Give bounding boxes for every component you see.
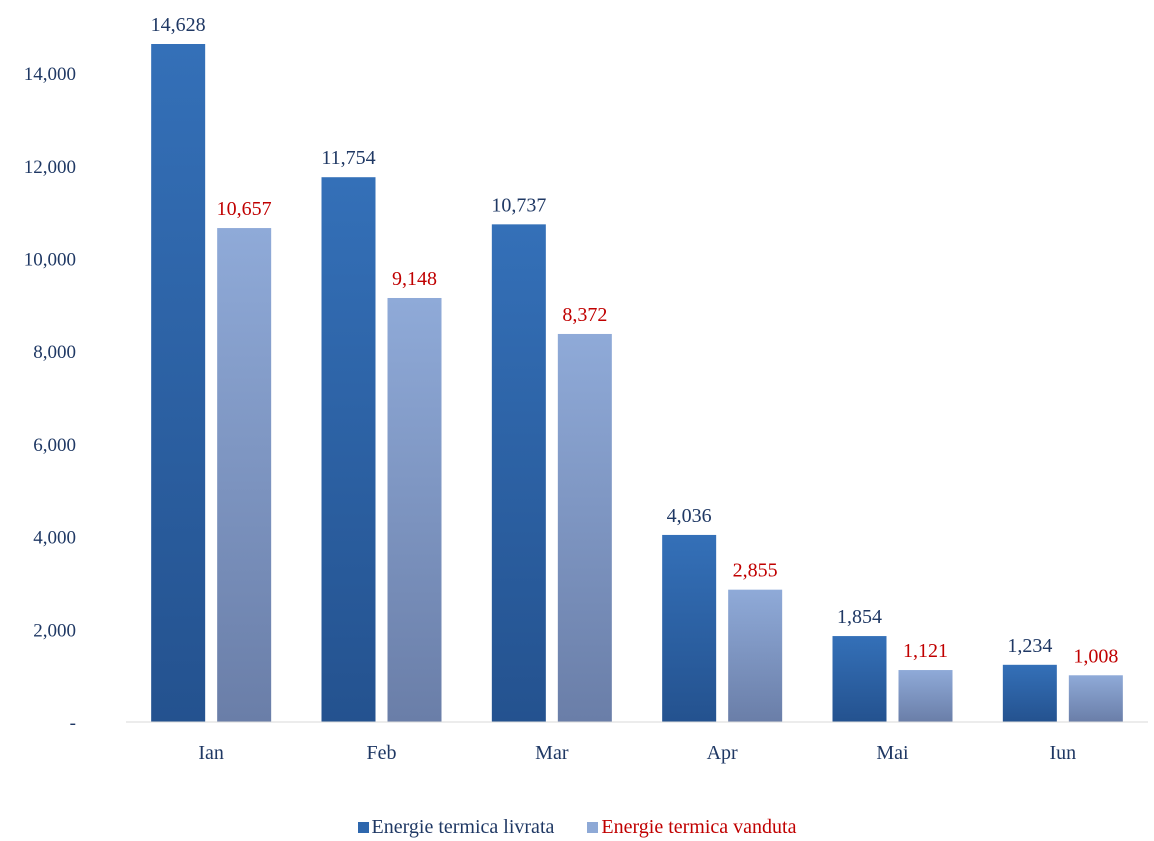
- x-tick-label: Mar: [535, 742, 569, 764]
- y-tick-label: 4,000: [33, 528, 76, 549]
- value-labels-group: 14,628 10,657 11,754 9,148 10,737 8,372 4,036 2…: [151, 14, 1119, 667]
- bar-livrata: [491, 224, 546, 723]
- data-label: 1,234: [1007, 635, 1052, 657]
- bar-vanduta: [557, 333, 612, 722]
- bar-livrata: [662, 534, 717, 722]
- bar-vanduta: [387, 297, 442, 722]
- data-label: 1,854: [837, 606, 882, 628]
- data-label: 10,737: [491, 194, 546, 216]
- bar-livrata: [1002, 664, 1057, 722]
- data-label: 1,121: [903, 640, 948, 662]
- data-label: 10,657: [217, 198, 272, 220]
- bars-group: [151, 44, 1123, 723]
- bar-vanduta: [898, 670, 953, 722]
- y-tick-label: 12,000: [24, 157, 76, 178]
- y-axis: - 2,000 4,000 6,000 8,000 10,000 12,000 14,000: [24, 64, 76, 734]
- legend-item-livrata: Energie termica livrata: [357, 816, 555, 839]
- x-tick-label: Iun: [1049, 742, 1076, 764]
- data-label: 14,628: [151, 14, 206, 36]
- legend-label-vanduta: Energie termica vanduta: [601, 816, 797, 838]
- y-tick-label: -: [70, 713, 76, 734]
- data-label: 11,754: [321, 147, 375, 169]
- legend-swatch-livrata: [357, 822, 369, 833]
- bar-livrata: [832, 636, 887, 722]
- data-label: 8,372: [562, 304, 607, 326]
- legend-label-livrata: Energie termica livrata: [371, 816, 555, 838]
- bar-vanduta: [217, 228, 272, 723]
- data-label: 2,855: [733, 560, 778, 582]
- y-tick-label: 8,000: [33, 342, 76, 363]
- bar-vanduta: [1068, 675, 1123, 722]
- data-label: 9,148: [392, 268, 437, 290]
- y-tick-label: 6,000: [33, 435, 76, 456]
- bar-vanduta: [728, 589, 783, 722]
- x-tick-label: Mai: [876, 742, 909, 764]
- legend-swatch-vanduta: [587, 822, 599, 833]
- x-axis: Ian Feb Mar Apr Mai Iun: [126, 721, 1148, 764]
- x-tick-label: Ian: [198, 742, 224, 764]
- data-label: 4,036: [667, 505, 712, 527]
- x-tick-label: Apr: [707, 742, 738, 764]
- legend: Energie termica livrata Energie termica …: [0, 816, 1154, 839]
- bar-livrata: [151, 44, 206, 722]
- y-tick-label: 10,000: [24, 250, 76, 271]
- legend-item-vanduta: Energie termica vanduta: [587, 816, 796, 839]
- x-tick-label: Feb: [367, 742, 397, 764]
- data-label: 1,008: [1073, 645, 1118, 667]
- bar-livrata: [321, 177, 376, 722]
- y-tick-label: 2,000: [33, 620, 76, 641]
- y-tick-label: 14,000: [24, 64, 76, 85]
